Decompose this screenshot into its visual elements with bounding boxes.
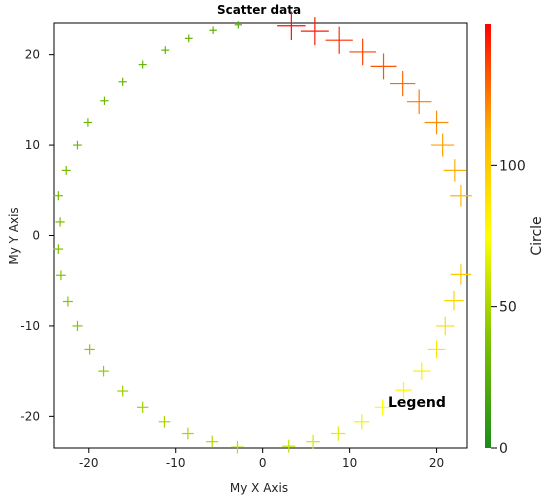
- data-point: [234, 21, 242, 29]
- data-point: [431, 133, 455, 157]
- data-point: [118, 77, 127, 86]
- y-tick-label: -10: [20, 319, 40, 333]
- data-point: [161, 46, 170, 55]
- plot-frame: [53, 22, 468, 449]
- data-point: [206, 435, 219, 448]
- data-point: [424, 110, 449, 135]
- data-point: [61, 165, 71, 175]
- colorbar-tick-label: 50: [499, 300, 517, 316]
- data-point: [184, 34, 193, 43]
- x-axis: -20 -10 0 10 20: [79, 448, 444, 470]
- x-tick-label: 0: [259, 456, 267, 470]
- x-tick-label: -20: [79, 456, 99, 470]
- data-point: [390, 70, 416, 97]
- data-point: [209, 26, 217, 34]
- plot-area: [53, 11, 472, 454]
- data-point: [98, 365, 109, 377]
- data-point: [277, 11, 306, 40]
- x-tick-label: 20: [429, 456, 444, 470]
- data-point: [306, 434, 320, 449]
- data-point: [444, 290, 464, 311]
- data-point: [84, 344, 95, 355]
- data-point: [137, 401, 149, 413]
- data-point: [231, 440, 244, 454]
- chart-title: Scatter data: [217, 3, 301, 17]
- data-point: [55, 217, 65, 227]
- y-tick-label: 20: [25, 48, 40, 62]
- x-tick-label: -10: [166, 456, 186, 470]
- y-axis: -20 -10 0 10 20: [20, 48, 54, 423]
- data-point: [406, 89, 432, 114]
- data-point: [435, 316, 455, 336]
- y-tick-label: 10: [25, 138, 40, 152]
- data-point: [413, 362, 431, 380]
- data-point: [300, 17, 329, 46]
- data-point: [53, 191, 63, 201]
- colorbar-tick-label: 100: [499, 158, 526, 174]
- data-point: [374, 399, 391, 416]
- data-point: [450, 184, 472, 207]
- data-point: [100, 96, 109, 105]
- y-tick-label: -20: [20, 409, 40, 423]
- data-point: [72, 320, 83, 331]
- y-axis-label: My Y Axis: [7, 207, 21, 264]
- data-point: [450, 264, 472, 285]
- x-tick-label: 10: [342, 456, 357, 470]
- colorbar-tick-label: 0: [499, 441, 508, 457]
- colorbar-label: Circle: [529, 216, 545, 255]
- legend-label: Legend: [388, 395, 446, 411]
- data-point: [73, 140, 82, 150]
- data-point: [62, 296, 73, 307]
- data-point: [56, 270, 66, 281]
- data-point: [138, 60, 147, 69]
- data-points: [53, 11, 472, 454]
- x-axis-label: My X Axis: [230, 481, 288, 495]
- data-point: [282, 439, 296, 453]
- data-point: [427, 340, 446, 359]
- data-point: [53, 244, 64, 254]
- data-point: [370, 53, 397, 80]
- data-point: [117, 385, 129, 397]
- data-point: [331, 426, 346, 441]
- data-point: [349, 38, 376, 66]
- data-point: [181, 427, 194, 440]
- colorbar-ticks: 0 50 100: [491, 158, 526, 457]
- data-point: [354, 414, 370, 430]
- data-point: [443, 159, 467, 182]
- data-point: [158, 415, 171, 428]
- y-tick-label: 0: [32, 229, 40, 243]
- colorbar: [485, 24, 491, 448]
- data-point: [325, 26, 353, 54]
- data-point: [83, 118, 93, 127]
- data-point: [395, 381, 412, 399]
